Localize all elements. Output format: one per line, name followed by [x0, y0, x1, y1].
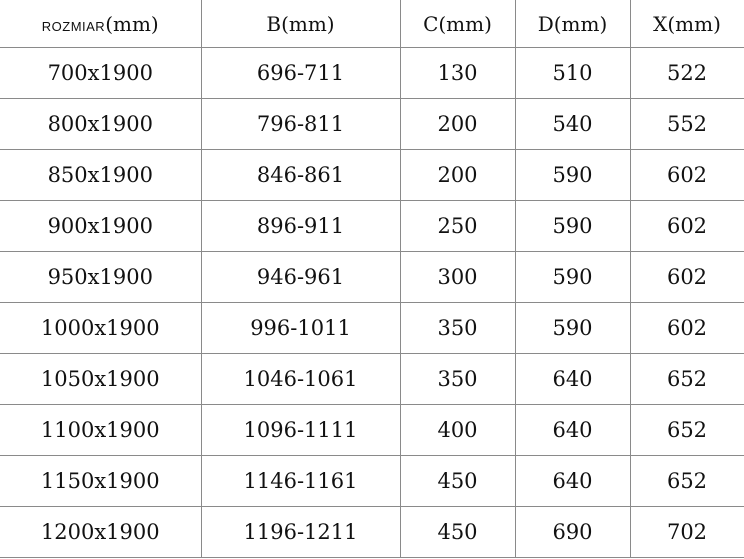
table-row: 1200x1900 1196-1211 450 690 702	[0, 506, 744, 558]
cell-c: 250	[399, 200, 516, 252]
cell-x: 652	[629, 404, 744, 456]
cell-c: 350	[399, 302, 516, 354]
header-unit: (mm)	[553, 11, 608, 36]
cell-c: 400	[399, 404, 516, 456]
header-d: D(mm)	[514, 0, 631, 48]
header-label: D	[537, 11, 554, 36]
header-rozmiar: ROZMIAR(mm)	[0, 0, 202, 48]
cell-rozmiar: 1100x1900	[0, 404, 202, 456]
header-unit: (mm)	[281, 11, 335, 36]
header-unit: (mm)	[438, 11, 492, 36]
cell-rozmiar: 950x1900	[0, 251, 202, 303]
cell-x: 552	[629, 98, 744, 150]
header-unit: (mm)	[105, 11, 159, 36]
table-row: 900x1900 896-911 250 590 602	[0, 200, 744, 252]
cell-rozmiar: 1200x1900	[0, 506, 202, 558]
cell-x: 602	[629, 149, 744, 201]
header-label: C	[423, 11, 439, 36]
cell-rozmiar: 1050x1900	[0, 353, 202, 405]
header-row: ROZMIAR(mm) B(mm) C(mm) D(mm) X(mm)	[0, 0, 744, 48]
header-label: ROZMIAR	[41, 18, 106, 34]
cell-b: 846-861	[200, 149, 401, 201]
header-unit: (mm)	[667, 11, 721, 36]
cell-b: 1046-1061	[200, 353, 401, 405]
cell-b: 996-1011	[200, 302, 401, 354]
cell-rozmiar: 850x1900	[0, 149, 202, 201]
cell-d: 640	[514, 353, 631, 405]
cell-d: 590	[514, 200, 631, 252]
cell-x: 602	[629, 251, 744, 303]
cell-d: 590	[514, 251, 631, 303]
cell-d: 510	[514, 47, 631, 99]
cell-d: 640	[514, 404, 631, 456]
cell-c: 300	[399, 251, 516, 303]
header-label: B	[266, 11, 282, 36]
cell-b: 796-811	[200, 98, 401, 150]
cell-x: 652	[629, 353, 744, 405]
cell-rozmiar: 900x1900	[0, 200, 202, 252]
cell-rozmiar: 1000x1900	[0, 302, 202, 354]
cell-c: 200	[399, 149, 516, 201]
table-row: 950x1900 946-961 300 590 602	[0, 251, 744, 303]
cell-b: 1096-1111	[200, 404, 401, 456]
cell-b: 946-961	[200, 251, 401, 303]
cell-rozmiar: 800x1900	[0, 98, 202, 150]
table-row: 850x1900 846-861 200 590 602	[0, 149, 744, 201]
cell-x: 522	[629, 47, 744, 99]
cell-b: 696-711	[200, 47, 401, 99]
cell-rozmiar: 700x1900	[0, 47, 202, 99]
cell-d: 590	[514, 149, 631, 201]
header-b: B(mm)	[200, 0, 401, 48]
table-row: 1100x1900 1096-1111 400 640 652	[0, 404, 744, 456]
header-c: C(mm)	[399, 0, 516, 48]
cell-x: 702	[629, 506, 744, 558]
table-row: 800x1900 796-811 200 540 552	[0, 98, 744, 150]
table-row: 700x1900 696-711 130 510 522	[0, 47, 744, 99]
header-x: X(mm)	[629, 0, 744, 48]
cell-d: 690	[514, 506, 631, 558]
cell-c: 450	[399, 506, 516, 558]
cell-x: 602	[629, 302, 744, 354]
cell-x: 652	[629, 455, 744, 507]
cell-b: 896-911	[200, 200, 401, 252]
table-row: 1050x1900 1046-1061 350 640 652	[0, 353, 744, 405]
cell-c: 200	[399, 98, 516, 150]
cell-d: 540	[514, 98, 631, 150]
header-label: X	[653, 11, 668, 36]
cell-rozmiar: 1150x1900	[0, 455, 202, 507]
cell-b: 1196-1211	[200, 506, 401, 558]
cell-x: 602	[629, 200, 744, 252]
cell-d: 640	[514, 455, 631, 507]
cell-c: 350	[399, 353, 516, 405]
cell-b: 1146-1161	[200, 455, 401, 507]
table-row: 1000x1900 996-1011 350 590 602	[0, 302, 744, 354]
cell-c: 450	[399, 455, 516, 507]
cell-d: 590	[514, 302, 631, 354]
table-body: 700x1900 696-711 130 510 522 800x1900 796-811 2…	[0, 47, 744, 558]
table-row: 1150x1900 1146-1161 450 640 652	[0, 455, 744, 507]
cell-c: 130	[399, 47, 516, 99]
